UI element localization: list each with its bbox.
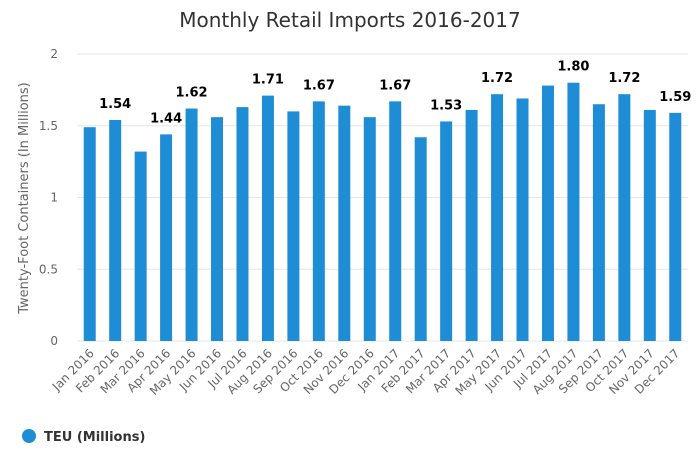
y-axis-title: Twenty-Foot Containers (In Millions): [17, 82, 32, 314]
chart-title: Monthly Retail Imports 2016-2017: [179, 8, 520, 32]
data-label: 1.53: [430, 98, 462, 113]
bar[interactable]: [109, 120, 122, 341]
legend-label: TEU (Millions): [44, 430, 145, 445]
y-axis-ticks: 0 0.5 1 1.5 2: [39, 47, 58, 348]
data-label: 1.44: [150, 111, 182, 126]
gridlines: [77, 53, 688, 342]
bar[interactable]: [287, 111, 300, 342]
bar[interactable]: [592, 104, 605, 341]
bar[interactable]: [134, 151, 147, 341]
bar[interactable]: [440, 121, 453, 341]
bar[interactable]: [160, 134, 173, 341]
data-label: 1.54: [99, 97, 131, 112]
bar[interactable]: [618, 94, 631, 342]
bar[interactable]: [465, 109, 478, 341]
y-tick-label: 0: [50, 334, 58, 348]
bar[interactable]: [541, 85, 554, 341]
bar[interactable]: [83, 127, 96, 341]
data-label: 1.80: [557, 60, 589, 75]
data-label: 1.67: [379, 78, 411, 93]
bar[interactable]: [669, 112, 682, 342]
legend[interactable]: TEU (Millions): [22, 429, 145, 445]
bar[interactable]: [414, 137, 427, 341]
bar[interactable]: [312, 101, 325, 341]
data-label: 1.62: [176, 86, 208, 101]
y-tick-label: 2: [50, 47, 58, 61]
data-label: 1.67: [303, 78, 335, 93]
legend-swatch: [22, 429, 36, 443]
y-tick-label: 0.5: [39, 262, 58, 276]
data-labels: 1.54 1.44 1.62 1.71 1.67 1.67 1.53 1.72 1.80 1.72…: [99, 60, 691, 127]
data-label: 1.72: [608, 71, 640, 86]
bar[interactable]: [516, 98, 529, 341]
bar[interactable]: [261, 95, 274, 342]
bar[interactable]: [211, 117, 224, 341]
data-label: 1.72: [481, 71, 513, 86]
data-label: 1.71: [252, 73, 284, 88]
y-tick-label: 1.5: [39, 119, 58, 133]
y-tick-label: 1: [50, 191, 58, 205]
bar[interactable]: [236, 107, 249, 341]
bar[interactable]: [389, 101, 402, 341]
bar[interactable]: [491, 94, 504, 342]
bar[interactable]: [567, 82, 580, 341]
bar[interactable]: [363, 117, 376, 341]
bar[interactable]: [643, 109, 656, 341]
bar[interactable]: [338, 105, 351, 341]
data-label: 1.59: [659, 90, 691, 105]
bar-series: [83, 82, 682, 342]
bar[interactable]: [185, 108, 198, 341]
